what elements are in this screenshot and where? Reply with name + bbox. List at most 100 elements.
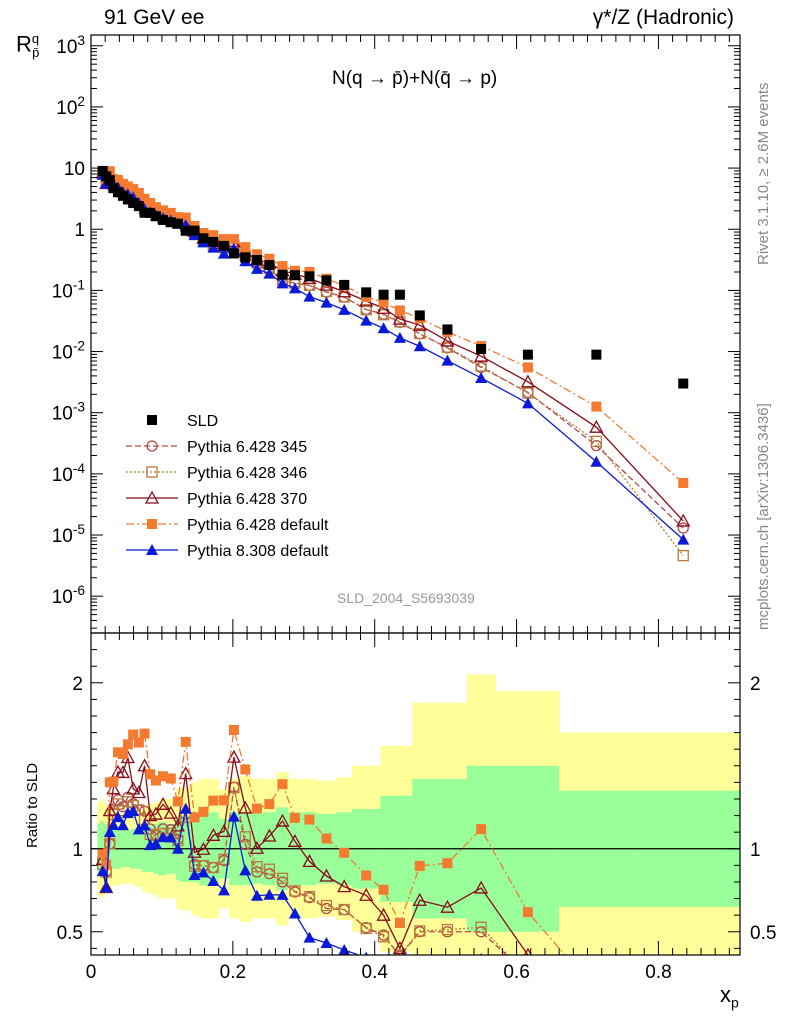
data-point [180, 212, 191, 223]
legend-label: SLD [187, 413, 218, 430]
data-point [208, 230, 219, 241]
x-tick-label: 0.4 [362, 962, 389, 983]
ratio-point [522, 907, 533, 918]
ratio-point [102, 803, 117, 817]
data-point [338, 303, 351, 315]
data-point [339, 279, 350, 290]
x-tick-label: 0.2 [220, 962, 246, 983]
ratio-point [377, 931, 390, 943]
data-point [133, 187, 144, 198]
data-point [676, 513, 691, 527]
data-point [250, 262, 263, 274]
ratio-point [677, 1008, 689, 1019]
data-point [277, 261, 288, 272]
ratio-point [117, 748, 128, 759]
ratio-point [263, 888, 276, 900]
ratio-tick-label-right: 1 [750, 840, 761, 861]
data-point [589, 419, 604, 433]
data-point [441, 341, 454, 353]
data-point [678, 477, 689, 488]
ratio-point [156, 831, 169, 843]
ratio-point [227, 810, 240, 822]
mcplots-credit-label: mcplots.cern.ch [arXiv:1306.3436] [755, 403, 772, 630]
data-point [104, 166, 115, 177]
data-point [218, 240, 229, 251]
data-point [520, 374, 536, 388]
x-tick-label: 0.8 [645, 962, 671, 983]
ratio-point [148, 806, 163, 820]
ratio-point [288, 907, 301, 919]
ratio-point [163, 805, 178, 819]
data-point [276, 277, 289, 289]
data-point [207, 241, 220, 253]
legend-label: Pythia 6.428 345 [187, 439, 307, 456]
ratio-point [106, 781, 121, 795]
data-point [289, 270, 300, 281]
ratio-point [251, 803, 262, 814]
ratio-point [127, 805, 140, 817]
data-point [218, 234, 229, 245]
ratio-point [360, 922, 372, 935]
x-tick-label: 0.6 [503, 962, 529, 983]
ratio-point [276, 872, 289, 884]
data-point [180, 225, 191, 236]
ratio-point [228, 724, 239, 735]
ratio-point [145, 769, 156, 780]
ratio-point [678, 1009, 688, 1019]
legend-marker [146, 440, 158, 452]
data-point [150, 202, 161, 213]
data-point [189, 225, 200, 236]
ratio-point [216, 823, 232, 837]
ratio-point [359, 887, 374, 901]
data-point [104, 175, 115, 186]
ratio-point [262, 828, 277, 842]
ratio-y-axis-label: Ratio to SLD [24, 762, 41, 848]
ratio-point [207, 861, 220, 874]
ratio-point [137, 758, 152, 772]
data-point [288, 282, 301, 294]
data-point [145, 198, 156, 209]
data-point [165, 217, 176, 228]
ratio-point [164, 831, 177, 843]
ratio-point [208, 795, 219, 806]
ratio-point [277, 779, 288, 790]
ratio-point [303, 931, 316, 943]
data-point [441, 354, 454, 366]
ratio-point [180, 736, 191, 747]
data-point [393, 331, 406, 343]
ratio-point [302, 854, 317, 868]
ratio-point [239, 864, 252, 876]
ratio-point [412, 892, 427, 906]
data-point [133, 201, 144, 212]
ratio-point [678, 1006, 688, 1016]
ratio-point [143, 808, 158, 822]
data-point [474, 348, 489, 362]
ratio-point [320, 899, 333, 912]
ratio-point [218, 853, 230, 866]
data-point [150, 211, 161, 222]
ratio-point [441, 957, 453, 968]
y-tick-label: 103 [56, 33, 85, 58]
ratio-point [287, 833, 303, 847]
data-point [337, 284, 352, 298]
data-point [304, 271, 315, 282]
legend-marker [146, 544, 158, 555]
y-tick-label: 10 [64, 159, 85, 180]
ratio-point [240, 764, 251, 775]
ratio-point [226, 749, 242, 763]
ratio-point [304, 814, 315, 825]
x-tick-label: 0 [86, 962, 97, 983]
ratio-point [475, 921, 487, 933]
ratio-point [678, 1009, 688, 1019]
legend-label: Pythia 8.308 default [187, 543, 329, 560]
legend-label: Pythia 6.428 default [187, 517, 329, 534]
ratio-point [319, 868, 334, 882]
ratio-point [116, 819, 129, 831]
ratio-point [275, 813, 290, 827]
ratio-point [150, 775, 161, 786]
ratio-point [303, 890, 316, 903]
ratio-point [251, 861, 263, 873]
ratio-point [376, 907, 391, 921]
data-point [172, 212, 183, 223]
ratio-point [264, 799, 275, 810]
